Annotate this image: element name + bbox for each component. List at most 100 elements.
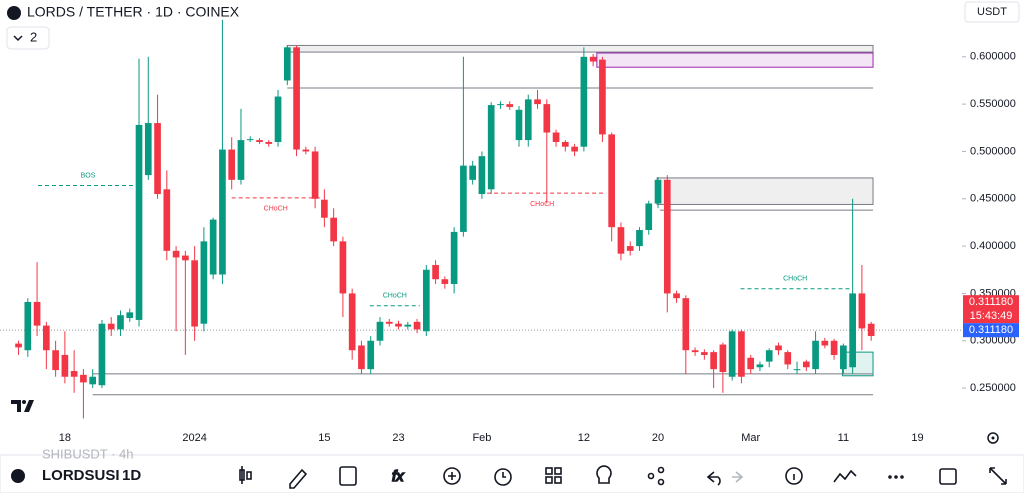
candle-body (80, 374, 87, 383)
redo-icon[interactable] (732, 471, 744, 483)
candle-body (469, 165, 476, 180)
candle-body (219, 149, 226, 275)
info-icon[interactable] (785, 467, 803, 485)
interval[interactable]: 1D (122, 467, 141, 484)
candle-body (756, 364, 764, 368)
symbol-logo[interactable] (7, 6, 21, 20)
expand-icon[interactable] (989, 467, 1007, 485)
candle-body (506, 104, 514, 107)
undo-icon[interactable] (706, 471, 721, 486)
candle-body (422, 269, 430, 332)
more-icon[interactable] (888, 475, 904, 479)
candle-body (98, 323, 106, 386)
candle-body (228, 149, 236, 180)
candle-body (663, 179, 671, 294)
candle-body (107, 323, 115, 330)
candle-body (117, 315, 124, 330)
candle-body (182, 255, 189, 261)
candle-body (840, 345, 847, 370)
candle-body (812, 340, 819, 370)
candle-body (89, 376, 97, 385)
candle-body (395, 323, 402, 327)
candle-body (765, 350, 773, 362)
y-tick-label: 0.450000 (970, 193, 1016, 205)
share-icon[interactable] (647, 466, 665, 486)
x-tick-label: 12 (578, 432, 590, 444)
indicator-count: 2 (30, 29, 37, 44)
fx-icon[interactable]: fx (391, 467, 405, 486)
candle-body (617, 227, 625, 254)
candle-body (163, 189, 171, 251)
candle-body (626, 246, 634, 251)
fullscreen-icon[interactable] (939, 468, 957, 485)
candle-body (691, 350, 699, 353)
y-tick-label: 0.500000 (970, 145, 1016, 157)
candle-body (728, 331, 736, 377)
candle-body (144, 123, 152, 176)
ideas-icon[interactable] (596, 465, 612, 484)
candle-body (784, 352, 792, 365)
symbol-logo (11, 469, 25, 483)
candle-body (52, 350, 59, 371)
chevron-icon (13, 35, 23, 42)
settings-icon[interactable] (987, 432, 999, 444)
x-tick-label: 11 (838, 432, 849, 444)
candle-body (209, 219, 217, 275)
candle-body (404, 324, 412, 327)
candle-body (599, 59, 606, 135)
candle-body (330, 217, 337, 242)
candle-body (793, 369, 801, 371)
candle-body (385, 321, 393, 324)
candle-body (432, 265, 439, 280)
structure-label: CHoCH (530, 201, 554, 208)
candle-type-icon[interactable] (239, 466, 252, 484)
y-tick-label: 0.250000 (970, 382, 1016, 394)
chart-title: LORDS / TETHER · 1D · COINEX (27, 4, 240, 20)
watchlist-item[interactable]: SHIBUSDT · 4h (42, 446, 134, 461)
x-tick-label: 2024 (182, 432, 206, 444)
candle-body (478, 156, 486, 195)
indicators-toggle[interactable] (6, 26, 50, 50)
x-tick-label: 19 (911, 432, 923, 444)
candle-body (376, 321, 384, 341)
zone (656, 177, 874, 205)
candle-body (775, 345, 782, 351)
currency-button[interactable] (964, 1, 1020, 23)
price-axis (962, 0, 1024, 425)
candle-body (70, 371, 78, 377)
candle-body (126, 312, 134, 319)
plot: BOS CHoCH CHoCH CHoCH CHoCH (0, 19, 962, 419)
candle-body (460, 165, 467, 232)
template-icon[interactable] (339, 466, 357, 486)
candle-body (738, 331, 745, 377)
price-tag-label: 0.311180 (969, 324, 1013, 336)
alert-icon[interactable] (494, 468, 512, 486)
candle-body (33, 301, 41, 326)
symbol[interactable]: LORDSUSI (42, 467, 120, 484)
draw-icon[interactable] (289, 468, 308, 489)
candle-body (552, 132, 560, 142)
candle-body (849, 293, 856, 368)
candle-body (682, 298, 690, 351)
candle-body (24, 301, 32, 351)
candle-body (571, 146, 578, 152)
candle-body (339, 241, 347, 294)
candle-body (747, 357, 755, 370)
add-icon[interactable] (443, 467, 461, 485)
structure-label: CHoCH (264, 206, 288, 213)
candle-body (200, 241, 208, 324)
candle-body (441, 279, 449, 284)
layout-icon[interactable] (545, 467, 562, 484)
x-tick-label: Mar (741, 432, 760, 444)
price-tag-label: 0.311180 (969, 296, 1013, 308)
toolbar-icons: fx (239, 465, 1007, 489)
zone (841, 351, 874, 377)
toolbar (0, 454, 1024, 494)
axes: 0.600000 0.550000 0.500000 0.450000 0.400000… (59, 51, 1019, 444)
zone (286, 44, 874, 53)
y-tick-label: 0.300000 (970, 335, 1016, 347)
candle-body (710, 352, 717, 370)
compare-icon[interactable] (833, 469, 857, 483)
y-tick-label: 0.600000 (970, 51, 1016, 63)
